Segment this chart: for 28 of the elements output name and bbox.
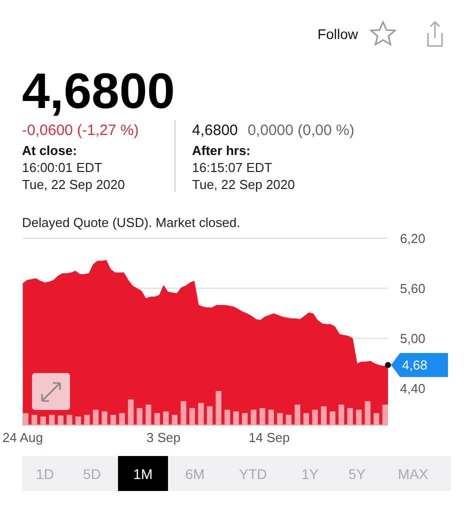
- text: Tue, 22 Sep 2020: [192, 177, 295, 192]
- text: 1D: [36, 466, 54, 482]
- y-tick-label: 6,20: [400, 230, 426, 246]
- text: 5D: [83, 466, 101, 482]
- text: 4,6800: [22, 63, 175, 119]
- x-tick-label: 24 Aug: [2, 430, 43, 445]
- text: Follow: [318, 26, 359, 42]
- text: -0,0600 (-1,27 %): [22, 122, 139, 139]
- x-tick-label: 3 Sep: [146, 430, 181, 445]
- text: 5Y: [348, 466, 366, 482]
- text: After hrs:: [192, 143, 251, 158]
- text: 1Y: [301, 466, 320, 482]
- text: MAX: [398, 466, 429, 482]
- text: 4,6800: [192, 122, 238, 139]
- x-tick-label: 14 Sep: [248, 430, 290, 445]
- text: At close:: [22, 143, 77, 158]
- text: Delayed Quote (USD). Market closed.: [22, 215, 240, 230]
- text: 0,0000 (0,00 %): [248, 122, 354, 139]
- y-tick-label: 5,00: [400, 330, 426, 346]
- text: Tue, 22 Sep 2020: [22, 177, 125, 192]
- text: YTD: [239, 466, 267, 482]
- text: 1M: [133, 466, 153, 482]
- text: 16:00:01 EDT: [22, 160, 102, 175]
- text: 16:15:07 EDT: [192, 160, 272, 175]
- y-tick-label: 5,60: [400, 280, 426, 296]
- text: 6M: [185, 466, 205, 482]
- text: 4,68: [402, 358, 428, 373]
- y-tick-label: 4,40: [400, 380, 426, 396]
